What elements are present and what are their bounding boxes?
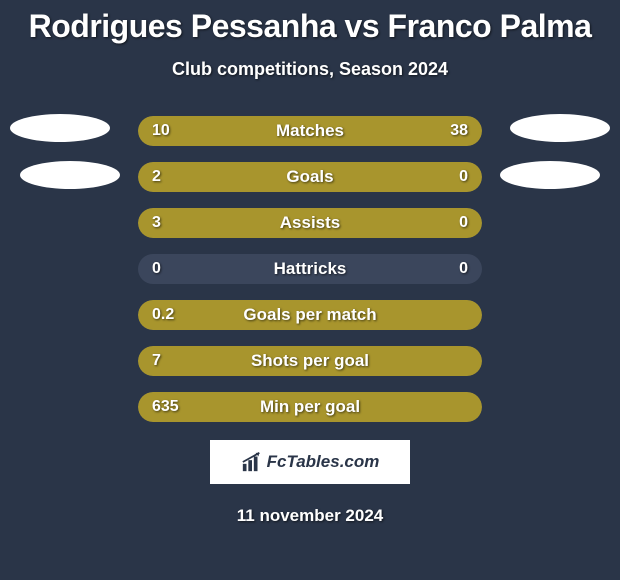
stat-bar-right [399, 208, 482, 238]
fctables-label: FcTables.com [267, 452, 380, 472]
stat-value-left: 635 [152, 398, 179, 416]
subtitle: Club competitions, Season 2024 [0, 59, 620, 80]
bars-icon [241, 451, 263, 473]
date-label: 11 november 2024 [0, 506, 620, 526]
stat-label: Shots per goal [251, 351, 369, 371]
stat-value-left: 0 [152, 260, 161, 278]
stat-value-left: 10 [152, 122, 170, 140]
fctables-logo: FcTables.com [210, 440, 410, 484]
comparison-chart: 10 Matches 38 2 Goals 0 3 Assists 0 0 Hattricks 0 0.… [0, 116, 620, 422]
stat-label: Hattricks [274, 259, 347, 279]
stat-bar-left [138, 208, 399, 238]
stat-row: 7 Shots per goal [138, 346, 482, 376]
stat-row: 10 Matches 38 [138, 116, 482, 146]
page-title: Rodrigues Pessanha vs Franco Palma [0, 0, 620, 45]
stat-label: Goals [286, 167, 333, 187]
stat-label: Matches [276, 121, 344, 141]
stat-label: Goals per match [243, 305, 376, 325]
stat-label: Assists [280, 213, 340, 233]
player-right-logo-2 [500, 161, 600, 189]
stat-value-right: 0 [459, 168, 468, 186]
stat-row: 0 Hattricks 0 [138, 254, 482, 284]
stat-value-left: 7 [152, 352, 161, 370]
player-left-logo-1 [10, 114, 110, 142]
stat-row: 0.2 Goals per match [138, 300, 482, 330]
stat-row: 2 Goals 0 [138, 162, 482, 192]
stat-value-left: 0.2 [152, 306, 174, 324]
stat-row: 635 Min per goal [138, 392, 482, 422]
stat-value-right: 0 [459, 260, 468, 278]
stat-row: 3 Assists 0 [138, 208, 482, 238]
player-left-logo-2 [20, 161, 120, 189]
stat-bar-right [210, 116, 482, 146]
stat-value-left: 2 [152, 168, 161, 186]
stat-value-right: 0 [459, 214, 468, 232]
stat-bar-left [138, 116, 210, 146]
stat-value-right: 38 [450, 122, 468, 140]
stat-bar-left [138, 162, 399, 192]
stat-label: Min per goal [260, 397, 360, 417]
stat-bar-right [399, 162, 482, 192]
player-right-logo-1 [510, 114, 610, 142]
stat-value-left: 3 [152, 214, 161, 232]
